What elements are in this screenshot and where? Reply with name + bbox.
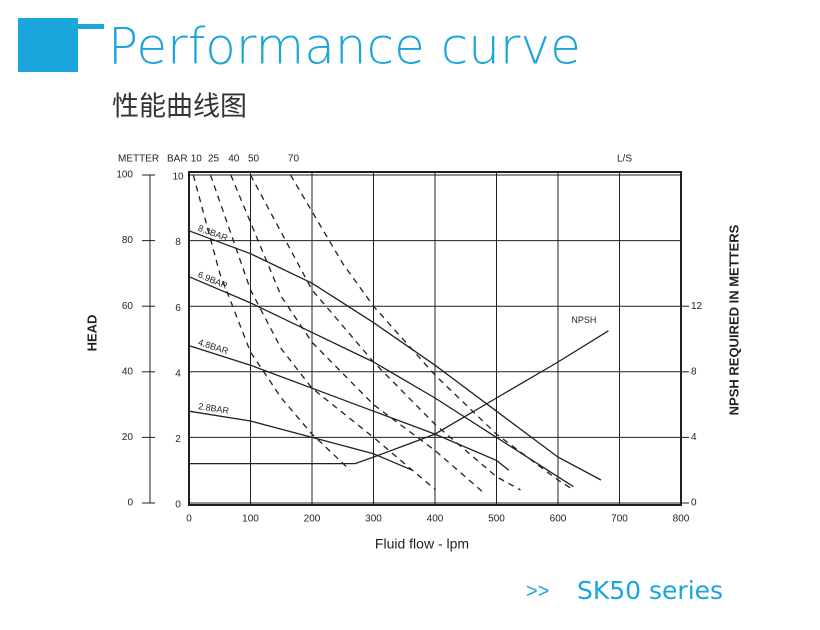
page-subtitle: 性能曲线图 [112, 92, 247, 123]
head-tick-label: 100 [116, 170, 133, 181]
head-tick-label: 20 [122, 432, 134, 443]
x-tick-label: 0 [186, 514, 192, 525]
curve-label: 40 [228, 154, 240, 165]
y-unit: BAR [167, 154, 188, 165]
head-tick-label: 0 [127, 498, 133, 509]
y2-title: NPSH REQUIRED IN METTERS [726, 224, 741, 415]
x-tick-label: 800 [673, 514, 690, 525]
x-tick-label: 100 [242, 514, 259, 525]
curve-label: 6.9BAR [196, 269, 229, 291]
y-tick-label: 2 [175, 434, 181, 445]
head-tick-label: 80 [122, 235, 134, 246]
y-tick-label: 10 [172, 172, 184, 183]
air-curve [230, 174, 485, 494]
y2-tick-label: 4 [691, 432, 697, 443]
npsh-curve [189, 330, 609, 465]
curve-label: 25 [208, 154, 220, 165]
x-title: Fluid flow - lpm [375, 536, 469, 552]
curve-label: 50 [248, 154, 260, 165]
x-tick-label: 500 [488, 514, 505, 525]
y-tick-label: 8 [175, 237, 181, 248]
air-curve [209, 174, 437, 491]
plot-frame [188, 171, 682, 506]
curve-label: 70 [288, 154, 300, 165]
head-title: HEAD [84, 315, 99, 352]
x-tick-label: 400 [427, 514, 444, 525]
y-tick-label: 6 [175, 303, 181, 314]
x-tick-label: 600 [550, 514, 567, 525]
curve-label: 2.8BAR [198, 401, 231, 416]
air-curve [192, 174, 351, 471]
curve-label: 10 [191, 154, 203, 165]
footer-series: SK50 series [577, 576, 723, 605]
footer-prefix: >> [526, 580, 549, 602]
x-tick-label: 700 [611, 514, 628, 525]
pressure-curve [188, 230, 602, 481]
curve-label: NPSH [571, 315, 596, 325]
y2-tick-label: 0 [691, 498, 697, 509]
air-curve [289, 174, 574, 491]
y2-tick-label: 8 [691, 366, 697, 377]
y2-tick-label: 12 [691, 301, 703, 312]
page-title: Performance curve [108, 18, 581, 76]
head-tick-label: 40 [122, 366, 134, 377]
x-tick-label: 300 [365, 514, 382, 525]
y-tick-label: 4 [175, 368, 181, 379]
head-unit: METTER [118, 154, 159, 165]
pressure-curve [188, 410, 413, 471]
y-tick-label: 0 [175, 500, 181, 511]
head-tick-label: 60 [122, 301, 134, 312]
top-unit: L/S [617, 154, 632, 165]
logo-bar [78, 24, 104, 29]
air-curve [249, 174, 521, 491]
pressure-curve [188, 344, 510, 471]
logo-square [18, 18, 78, 72]
pressure-curve [188, 276, 574, 488]
x-tick-label: 200 [304, 514, 321, 525]
